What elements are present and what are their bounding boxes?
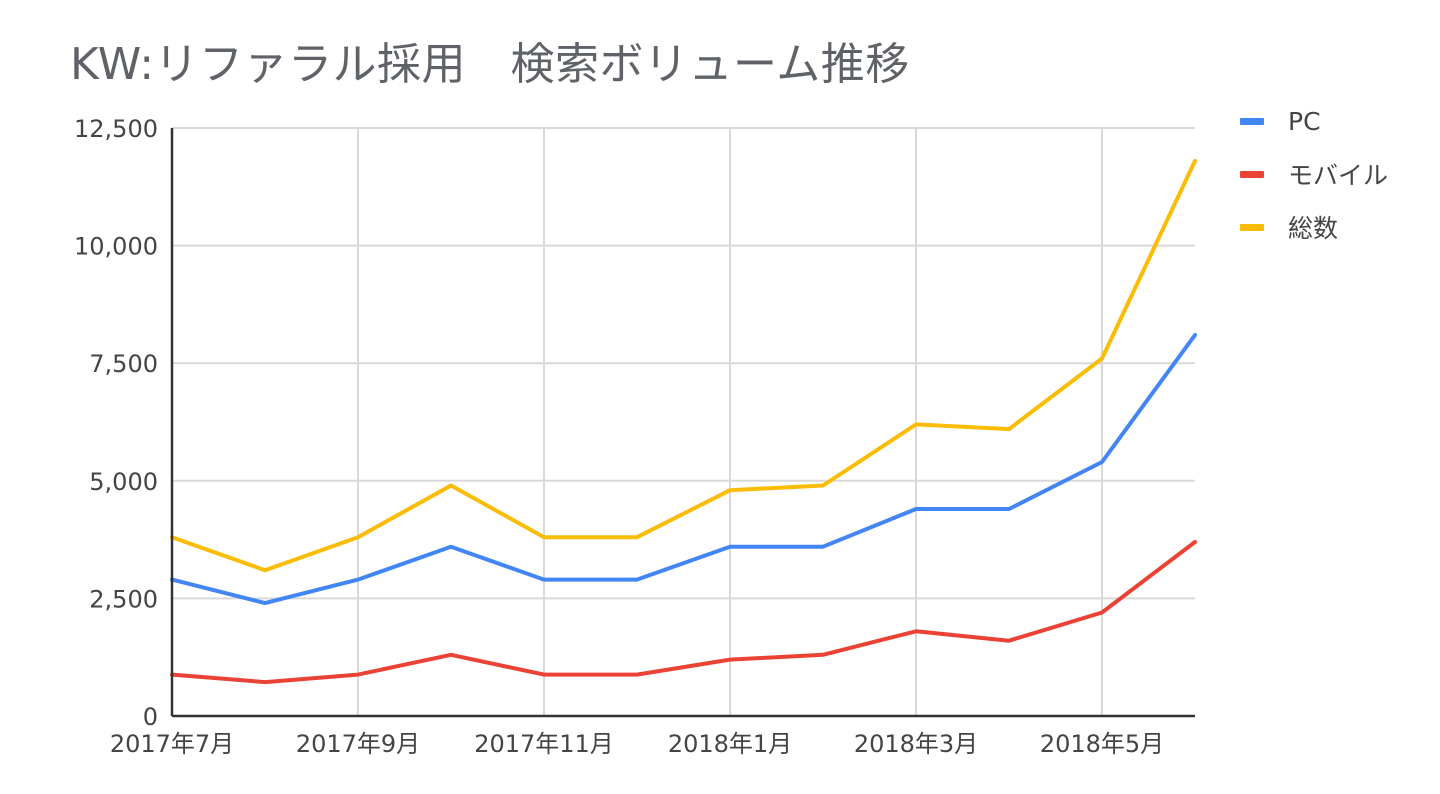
legend-label-mobile: モバイル xyxy=(1288,161,1389,190)
x-tick-label: 2018年3月 xyxy=(854,730,978,758)
x-tick-label: 2018年1月 xyxy=(668,730,792,758)
legend-item-mobile[interactable]: モバイル xyxy=(1240,161,1388,190)
y-tick-label: 5,000 xyxy=(89,468,158,496)
x-tick-label: 2017年11月 xyxy=(474,730,614,758)
y-tick-label: 12,500 xyxy=(74,115,158,143)
legend: PC モバイル 総数 xyxy=(1240,106,1388,267)
y-tick-label: 0 xyxy=(143,703,158,731)
y-tick-label: 10,000 xyxy=(74,233,158,261)
series-line-mobile[interactable] xyxy=(170,540,1197,685)
chart-title: KW:リファラル採用 検索ボリューム推移 xyxy=(70,39,910,90)
series-line-pc[interactable] xyxy=(170,333,1197,606)
series-lines xyxy=(170,158,1197,685)
tick-labels: 0 2,500 5,000 7,500 10,000 12,500 2017年7月 2017年… xyxy=(74,115,1164,758)
legend-swatch-pc xyxy=(1240,117,1264,125)
legend-item-pc[interactable]: PC xyxy=(1240,106,1388,136)
x-tick-label: 2017年9月 xyxy=(296,730,420,758)
legend-swatch-total xyxy=(1240,223,1264,231)
y-tick-label: 2,500 xyxy=(89,585,158,613)
legend-item-total[interactable]: 総数 xyxy=(1240,214,1388,243)
x-tick-label: 2017年7月 xyxy=(110,730,234,758)
gridlines xyxy=(172,127,1195,716)
x-tick-label: 2018年5月 xyxy=(1040,730,1164,758)
legend-swatch-mobile xyxy=(1240,170,1264,178)
legend-label-pc: PC xyxy=(1288,106,1321,136)
series-line-total[interactable] xyxy=(170,158,1197,573)
y-tick-label: 7,500 xyxy=(89,350,158,378)
legend-label-total: 総数 xyxy=(1288,214,1339,243)
axes xyxy=(170,128,1195,718)
